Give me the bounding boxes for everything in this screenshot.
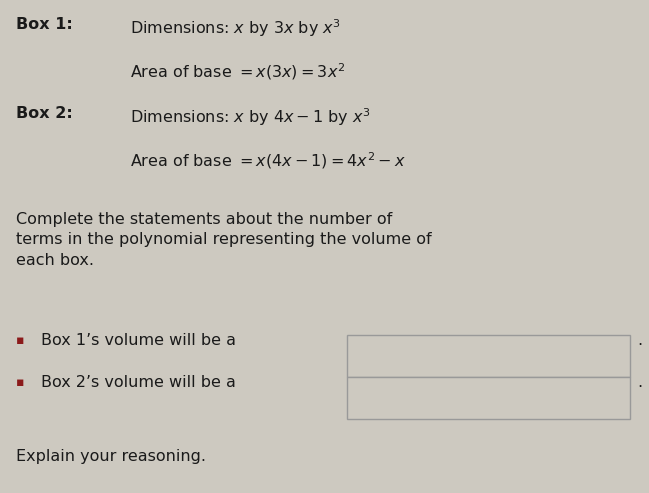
Text: Dimensions: $x$ by 3$x$ by $x^3$: Dimensions: $x$ by 3$x$ by $x^3$ — [130, 17, 341, 39]
Text: .: . — [637, 375, 643, 389]
Text: .: . — [637, 333, 643, 348]
Text: ▪: ▪ — [16, 376, 25, 388]
Text: Complete the statements about the number of
terms in the polynomial representing: Complete the statements about the number… — [16, 212, 432, 268]
Text: Box 1:: Box 1: — [16, 17, 73, 32]
Text: ▪: ▪ — [16, 334, 25, 347]
Text: Dimensions: $x$ by $4x - 1$ by $x^3$: Dimensions: $x$ by $4x - 1$ by $x^3$ — [130, 106, 371, 128]
Text: Explain your reasoning.: Explain your reasoning. — [16, 449, 206, 463]
Bar — [347, 335, 630, 377]
Text: Box 2’s volume will be a: Box 2’s volume will be a — [41, 375, 236, 389]
Text: Area of base $= x(3x) = 3x^2$: Area of base $= x(3x) = 3x^2$ — [130, 62, 345, 82]
Text: Box 1’s volume will be a: Box 1’s volume will be a — [41, 333, 236, 348]
Text: Area of base $= x(4x - 1) = 4x^2 - x$: Area of base $= x(4x - 1) = 4x^2 - x$ — [130, 150, 406, 171]
Text: Box 2:: Box 2: — [16, 106, 73, 121]
Bar — [347, 377, 630, 419]
